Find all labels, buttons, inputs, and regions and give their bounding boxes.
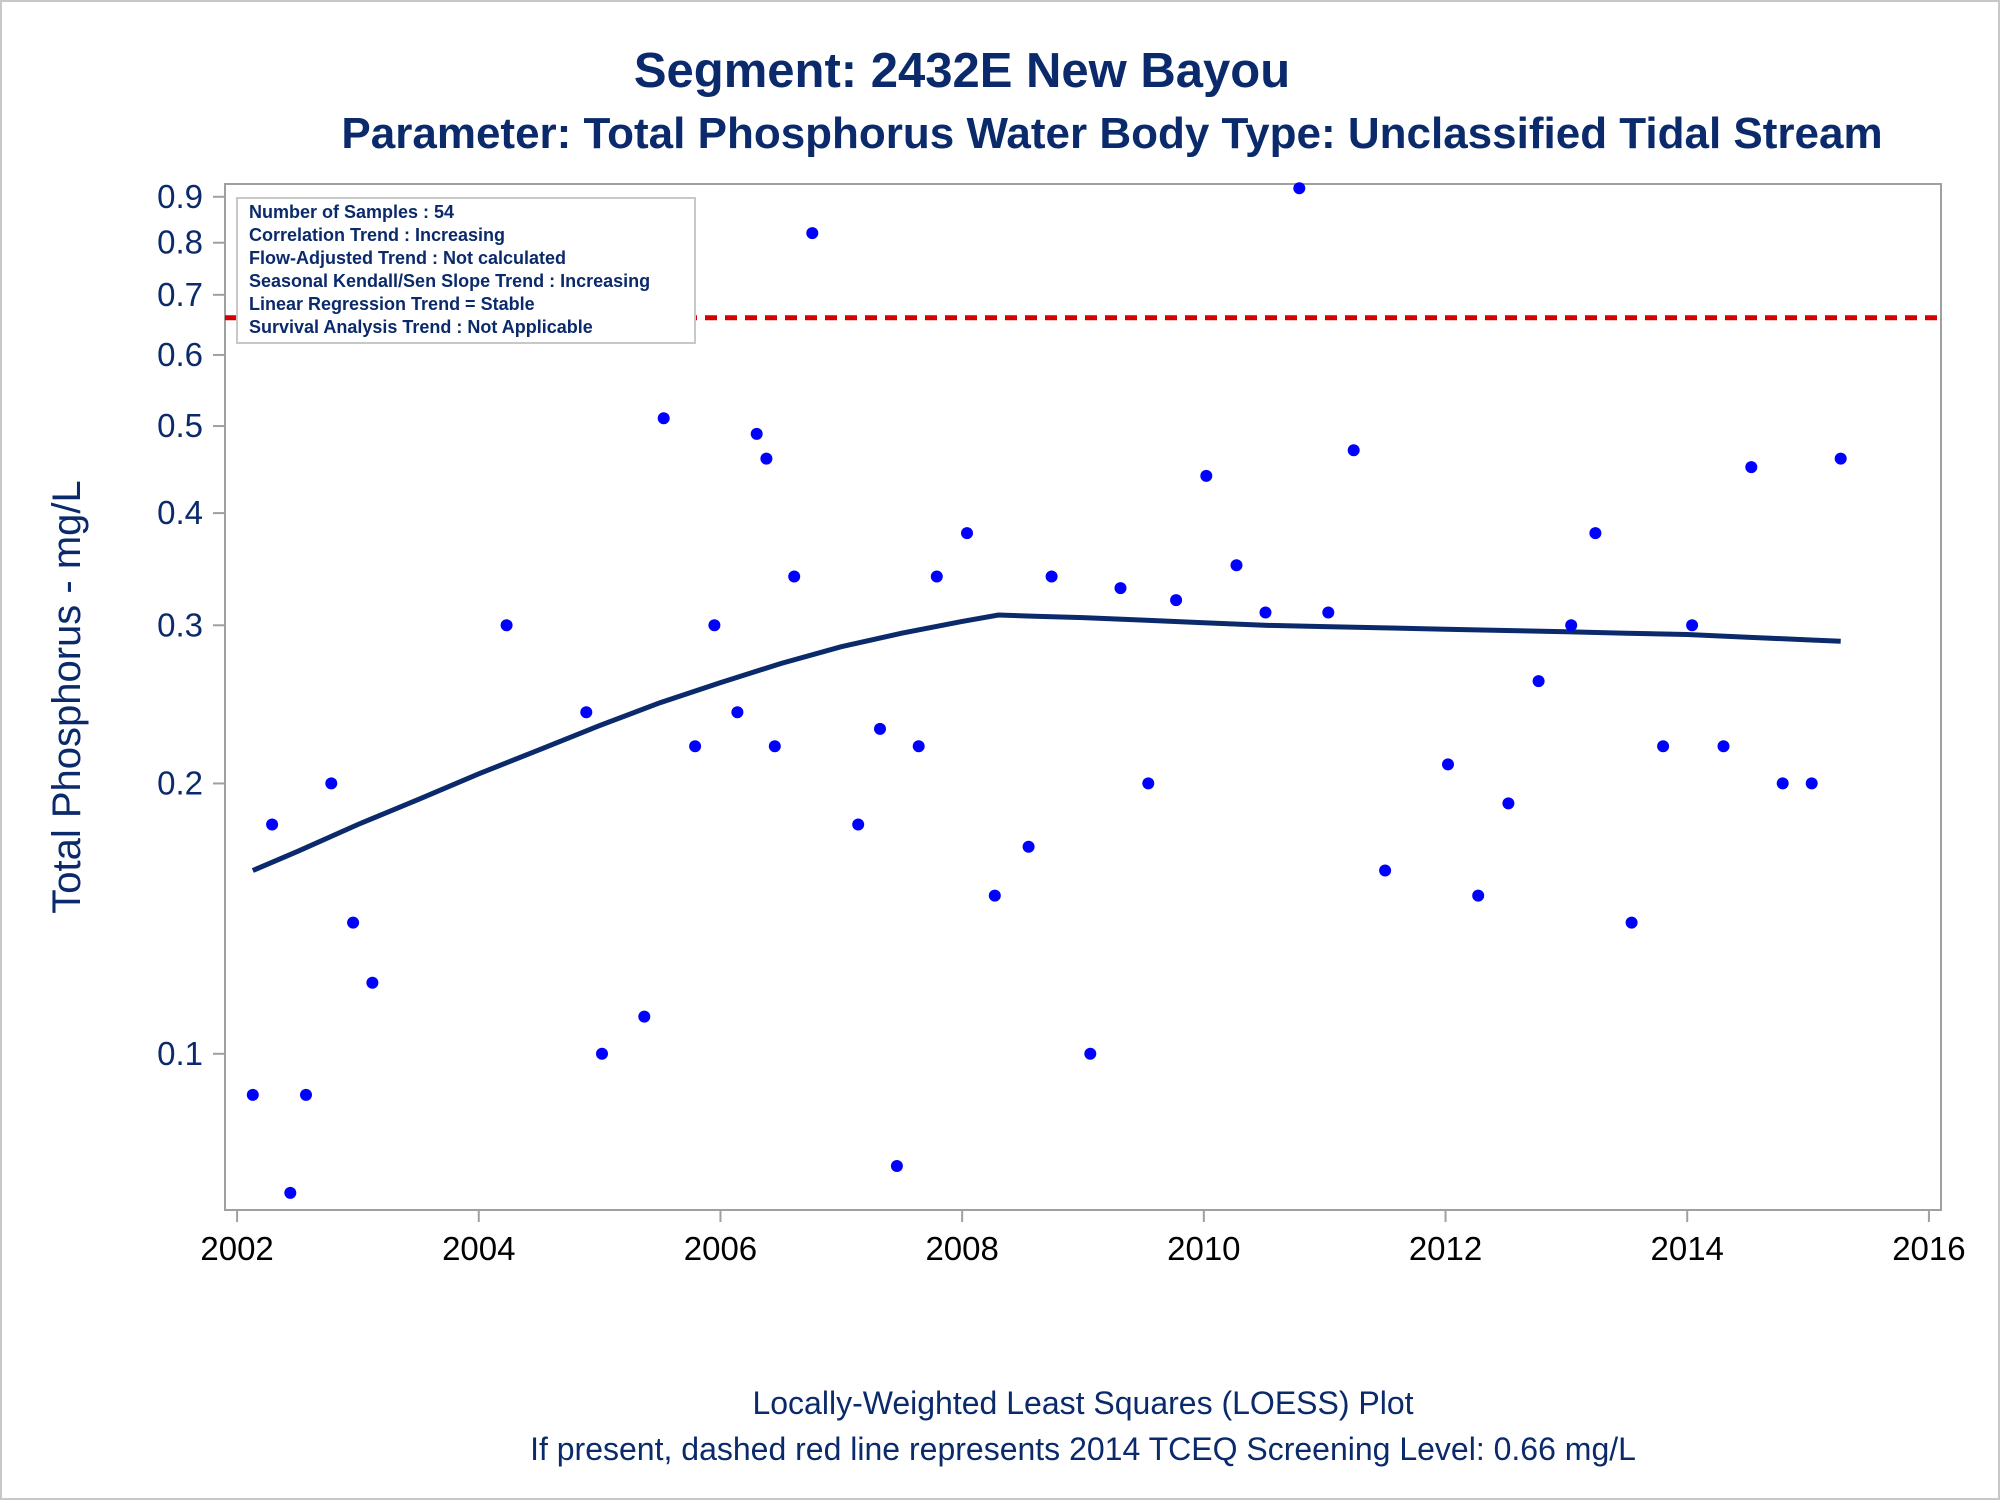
y-tick-label: 0.7 (157, 276, 203, 313)
data-point (731, 706, 744, 719)
data-point (347, 916, 360, 929)
data-point (1170, 594, 1183, 607)
x-tick-label: 2008 (925, 1230, 998, 1267)
data-point (596, 1047, 608, 1060)
inset-box-frame (236, 197, 696, 344)
data-point (1625, 916, 1638, 929)
data-point (852, 818, 865, 831)
inset-line-correlation: Correlation Trend : Increasing (249, 225, 505, 245)
data-point (580, 706, 593, 719)
data-point (788, 570, 801, 583)
data-point (1686, 619, 1699, 632)
plot-area (224, 183, 1942, 1211)
y-tick-label: 0.6 (157, 336, 203, 373)
x-tick-label: 2016 (1892, 1230, 1965, 1267)
footnote-screening-level: If present, dashed red line represents 2… (530, 1431, 1636, 1467)
data-point (1230, 559, 1243, 572)
inset-line-seasonal-kendall: Seasonal Kendall/Sen Slope Trend : Incre… (249, 271, 650, 291)
data-point (874, 722, 886, 735)
footnote-loess: Locally-Weighted Least Squares (LOESS) P… (752, 1385, 1413, 1421)
x-tick-label: 2006 (684, 1230, 757, 1267)
data-point (1347, 444, 1360, 457)
data-point (1805, 777, 1818, 790)
loess-line (251, 612, 1841, 873)
data-point (1442, 758, 1454, 771)
data-point (806, 227, 819, 240)
x-tick-label: 2010 (1167, 1230, 1240, 1267)
data-point (768, 740, 781, 753)
data-point (1259, 606, 1272, 619)
data-point (1142, 777, 1155, 790)
y-tick-label: 0.9 (157, 178, 203, 215)
inset-line-flow-adjusted: Flow-Adjusted Trend : Not calculated (249, 248, 566, 268)
x-axis: 2002 2004 2006 2008 2010 2012 2014 2016 (200, 1210, 1966, 1267)
data-point (1502, 797, 1515, 810)
data-point (266, 818, 279, 831)
data-point (890, 1160, 903, 1172)
data-point (760, 452, 773, 465)
data-point (500, 619, 513, 632)
inset-legend-box: Number of Samples : 54 Correlation Trend… (236, 197, 696, 344)
data-point (1200, 469, 1213, 482)
data-point (708, 619, 721, 632)
x-tick-label: 2012 (1409, 1230, 1482, 1267)
data-point (246, 1088, 259, 1101)
x-tick-label: 2004 (442, 1230, 515, 1267)
data-point (284, 1186, 297, 1199)
chart-title: Segment: 2432E New Bayou (634, 44, 1290, 98)
y-tick-label: 0.1 (157, 1035, 203, 1072)
data-point (1589, 527, 1602, 540)
inset-line-linear-regression: Linear Regression Trend = Stable (249, 294, 535, 314)
data-point (638, 1010, 651, 1023)
inset-line-samples: Number of Samples : 54 (249, 202, 454, 222)
x-tick-label: 2014 (1651, 1230, 1724, 1267)
data-point (1532, 675, 1545, 688)
data-point (1293, 182, 1306, 195)
y-axis: 0.1 0.2 0.3 0.4 0.5 0.6 0.7 0.8 0.9 (157, 178, 225, 1072)
y-tick-label: 0.5 (157, 407, 203, 444)
data-point (689, 740, 702, 753)
data-point (1045, 570, 1058, 583)
data-point (1472, 889, 1485, 902)
y-tick-label: 0.3 (157, 606, 203, 643)
data-point (988, 889, 1001, 902)
data-point (1717, 740, 1730, 753)
data-points (246, 182, 1847, 1199)
x-tick-label: 2002 (200, 1230, 273, 1267)
data-point (1657, 740, 1670, 753)
inset-line-survival-analysis: Survival Analysis Trend : Not Applicable (249, 317, 593, 337)
data-point (1322, 606, 1335, 619)
data-point (1114, 582, 1127, 595)
data-point (366, 976, 379, 989)
data-point (325, 777, 338, 790)
data-point (300, 1088, 312, 1101)
data-point (1022, 840, 1035, 853)
data-point (930, 570, 943, 583)
data-point (1776, 777, 1789, 790)
data-point (750, 427, 763, 440)
data-point (912, 740, 925, 753)
data-point (1379, 864, 1392, 877)
data-point (1834, 452, 1847, 465)
y-axis-label: Total Phosphorus - mg/L (45, 480, 89, 914)
y-tick-label: 0.2 (157, 764, 203, 801)
data-point (1565, 619, 1578, 632)
data-point (1084, 1047, 1097, 1060)
data-point (1745, 461, 1758, 474)
data-point (657, 412, 670, 425)
y-tick-label: 0.4 (157, 494, 203, 531)
y-tick-label: 0.8 (157, 224, 203, 261)
data-point (961, 527, 973, 540)
chart-subtitle: Parameter: Total Phosphorus Water Body T… (341, 109, 1882, 158)
